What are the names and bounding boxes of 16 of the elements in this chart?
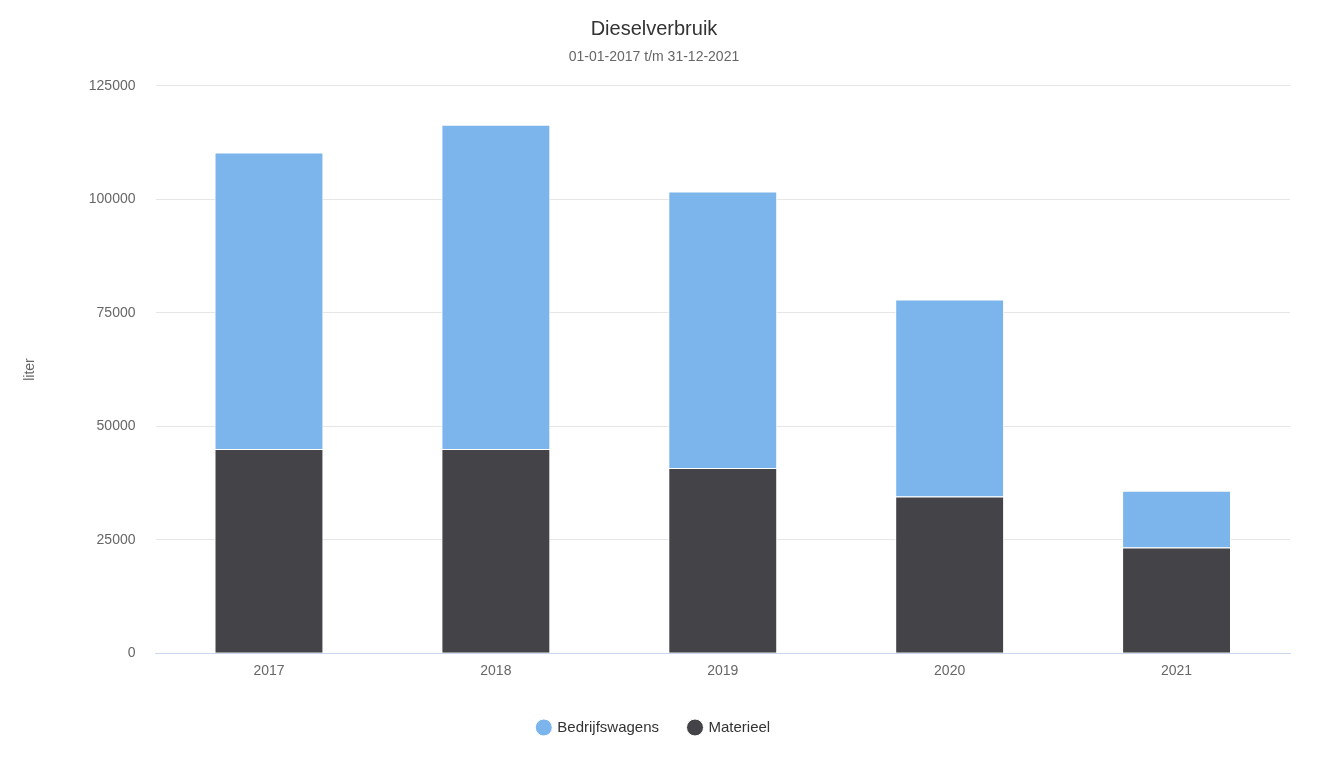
y-tick-label: 50000	[96, 417, 136, 434]
legend-label: Materieel	[708, 717, 771, 735]
y-tick-label: 25000	[96, 530, 136, 547]
chart-title: Dieselverbruik	[590, 16, 719, 39]
y-tick-label: 0	[127, 644, 136, 661]
x-tick-label: 2017	[253, 662, 285, 679]
y-tick-label: 125000	[88, 76, 136, 93]
chart-subtitle: 01-01-2017 t/m 31-12-2021	[568, 48, 740, 65]
y-axis-title: liter	[21, 357, 38, 381]
x-tick-label: 2020	[934, 662, 966, 679]
legend-label: Bedrijfswagens	[557, 717, 660, 735]
y-tick-label: 75000	[96, 303, 136, 320]
x-tick-label: 2021	[1160, 662, 1193, 679]
y-tick-label: 100000	[88, 190, 136, 207]
x-tick-label: 2018	[480, 662, 512, 679]
x-tick-label: 2019	[707, 662, 739, 679]
